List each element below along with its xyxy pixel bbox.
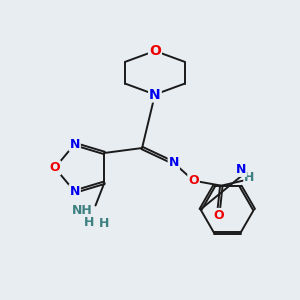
Text: O: O [188, 174, 199, 187]
Text: N: N [236, 163, 246, 176]
Text: N: N [70, 185, 80, 198]
Text: N: N [169, 156, 179, 170]
Text: O: O [213, 209, 224, 222]
Text: H: H [244, 171, 254, 184]
Text: NH: NH [72, 204, 92, 217]
Text: N: N [149, 88, 161, 101]
Text: O: O [50, 161, 60, 174]
Text: O: O [149, 44, 161, 58]
Text: H: H [83, 216, 94, 229]
Text: N: N [70, 138, 80, 151]
Text: H: H [99, 217, 110, 230]
